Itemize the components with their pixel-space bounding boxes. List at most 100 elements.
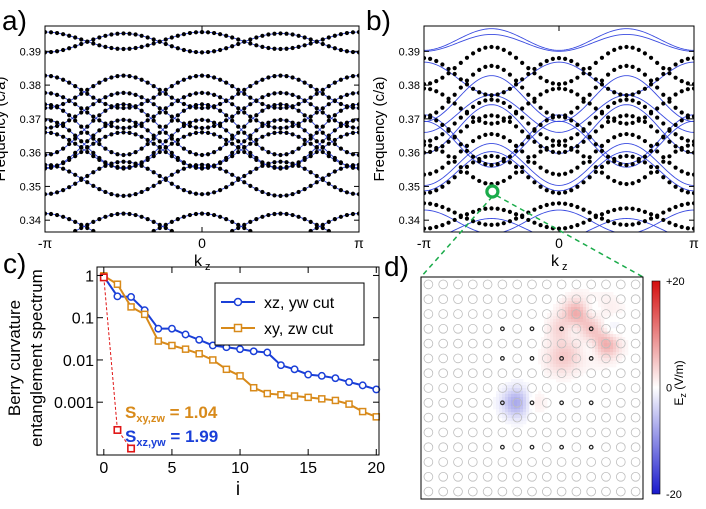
dot-dots5: [446, 160, 451, 165]
field-pixel: [514, 424, 518, 428]
dot-dots9: [507, 115, 513, 120]
field-pixel: [514, 379, 518, 383]
field-pixel: [541, 367, 545, 371]
field-pixel: [520, 382, 524, 386]
dot-band14: [224, 98, 229, 104]
dot-band14: [169, 95, 174, 100]
dot-dots6: [477, 159, 482, 164]
field-pixel: [610, 292, 614, 296]
dot-band7: [260, 160, 265, 165]
dot-dots11: [501, 90, 506, 95]
field-pixel: [541, 409, 545, 413]
lattice-hole: [571, 368, 582, 379]
dot-band16: [145, 43, 150, 48]
field-pixel: [610, 334, 614, 338]
field-pixel: [565, 370, 569, 374]
field-pixel: [514, 394, 518, 398]
field-pixel: [589, 319, 593, 323]
dot-dots7: [605, 119, 611, 125]
dot-band5: [266, 132, 271, 137]
dot-band14: [121, 73, 126, 78]
dot-dots9: [624, 121, 629, 126]
dot-dots9: [648, 111, 654, 116]
dot-dots12: [636, 47, 641, 52]
dot-band6: [91, 154, 96, 159]
field-pixel: [577, 319, 581, 323]
field-pixel: [577, 298, 581, 302]
dot-band1: [314, 225, 319, 231]
dot-dots5: [470, 138, 476, 144]
point-xz-yw: [236, 345, 244, 354]
dot-band16: [320, 37, 325, 42]
dot-dots10: [581, 99, 586, 104]
field-pixel: [508, 403, 512, 407]
band-blue1: [449, 218, 669, 232]
field-pixel: [607, 337, 611, 341]
dot-dots10: [458, 85, 463, 90]
dot-dots7: [550, 149, 555, 154]
dot-dots10: [434, 110, 439, 115]
dot-band14: [61, 101, 66, 107]
dot-band9: [218, 146, 223, 151]
lattice-hole: [512, 368, 522, 379]
lattice-hole: [453, 294, 463, 305]
field-pixel: [553, 355, 557, 359]
dot-band1: [103, 234, 107, 238]
dot-band10: [356, 102, 359, 107]
dot-band7: [302, 155, 307, 161]
dot-dots5: [513, 143, 519, 149]
field-pixel: [613, 304, 617, 308]
dot-band7: [308, 150, 313, 155]
field-pixel: [547, 328, 551, 332]
dot-dots1: [679, 224, 684, 230]
dot-band4: [61, 166, 66, 171]
dot-band9: [61, 146, 66, 151]
dot-dots3: [655, 169, 660, 175]
field-pixel: [589, 304, 593, 308]
field-pixel: [580, 298, 584, 302]
lattice-hole: [438, 397, 449, 408]
dot-band6: [314, 149, 319, 155]
dot-dots5: [575, 165, 580, 170]
dot-dots6: [630, 162, 635, 167]
field-pixel: [604, 340, 608, 344]
field-pixel: [592, 310, 596, 314]
field-pixel: [598, 292, 602, 296]
lattice-hole: [556, 368, 567, 379]
field-pixel: [616, 343, 620, 347]
lattice-hole: [453, 368, 463, 379]
dot-dots6: [544, 118, 549, 123]
field-pixel: [517, 421, 521, 425]
dot-dots2: [655, 213, 660, 218]
field-pixel: [556, 316, 560, 320]
dot-dots9: [679, 89, 684, 94]
field-pixel: [571, 352, 575, 356]
field-pixel: [559, 307, 563, 311]
dot-band15: [205, 49, 211, 55]
dot-band13: [326, 84, 331, 89]
dot-band13: [139, 101, 144, 107]
lattice-hole: [512, 412, 522, 423]
lattice-hole: [630, 383, 641, 393]
dot-band2: [302, 217, 307, 222]
lattice-hole: [586, 486, 596, 497]
lattice-hole: [601, 294, 611, 305]
field-pixel: [574, 322, 578, 326]
dot-band4: [85, 180, 90, 185]
dot-band10: [236, 124, 241, 129]
dot-band9: [356, 152, 359, 158]
dot-band4: [302, 187, 307, 192]
field-pixel: [502, 409, 506, 413]
dot-dots1: [630, 206, 635, 211]
field-pixel: [586, 307, 590, 311]
dot-band8: [193, 165, 199, 170]
ytick-label: 0.01: [63, 353, 94, 370]
dot-band1: [169, 219, 174, 224]
field-pixel: [505, 400, 509, 404]
dot-band10: [79, 124, 84, 129]
dot-band15: [254, 35, 259, 40]
dot-band12: [326, 114, 331, 119]
dot-dots9: [538, 92, 543, 97]
field-pixel: [568, 364, 572, 368]
dot-dots5: [434, 169, 439, 174]
